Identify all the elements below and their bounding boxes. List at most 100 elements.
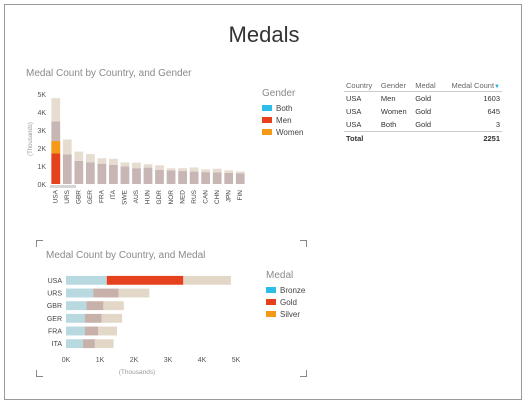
table-cell: Gold: [415, 107, 432, 116]
selection-corner-bottom-right: [300, 370, 307, 377]
table-cell: USA: [346, 120, 362, 129]
bar-gbr-gold: [86, 301, 104, 311]
table-cell: Both: [380, 120, 397, 129]
gender-legend: Gender Both Men Women: [262, 88, 303, 138]
legend-item-women[interactable]: Women: [262, 126, 303, 138]
bar-highlight-usa-women: [51, 141, 61, 154]
bar-urs-bronze: [66, 288, 94, 298]
x-tick-label: SWE: [122, 189, 129, 204]
column-header-medal[interactable]: Medal: [413, 80, 442, 92]
bar-rus-men: [189, 171, 199, 184]
legend-item-silver[interactable]: Silver: [266, 308, 305, 320]
bar-fra-bronze: [66, 326, 85, 336]
legend-item-men[interactable]: Men: [262, 114, 303, 126]
y-tick-label: FRA: [48, 329, 62, 336]
bar-gdr-men: [155, 169, 164, 184]
bar-fra-gold: [84, 326, 99, 336]
bar-usa-silver: [183, 275, 231, 285]
x-tick-label: NOR: [168, 190, 175, 205]
bar-nor-men: [166, 170, 176, 184]
x-tick-label: URS: [64, 189, 71, 203]
bar-rus-women: [189, 167, 199, 172]
bar-ger-men: [85, 162, 95, 184]
x-tick-label: CHN: [214, 190, 221, 204]
bar-fin-women: [235, 171, 245, 174]
table-cell: Women: [380, 107, 407, 116]
x-tick-label: 4K: [198, 357, 207, 364]
men-swatch: [262, 117, 272, 123]
table-row: USA Both Gold 3: [344, 118, 502, 132]
table-row: USA Men Gold 1603: [344, 92, 502, 106]
legend-item-gold[interactable]: Gold: [266, 296, 305, 308]
y-tick-label: 5K: [37, 92, 46, 99]
sort-descending-icon: ▼: [494, 84, 500, 90]
x-tick-label: FRA: [99, 189, 106, 203]
bar-gdr-women: [155, 165, 164, 170]
x-tick-label: ITA: [110, 189, 117, 199]
medal-count-table: Country Gender Medal Medal Count▼ USA Me…: [344, 80, 502, 145]
gender-chart-title: Medal Count by Country, and Gender: [26, 68, 192, 79]
legend-label-men: Men: [276, 115, 292, 125]
gender-legend-title: Gender: [262, 88, 296, 99]
y-tick-label: 0K: [37, 182, 46, 189]
table-cell: Gold: [415, 120, 432, 129]
bar-gbr-bronze: [66, 301, 87, 311]
table-cell: USA: [346, 94, 362, 103]
x-tick-label: GER: [87, 190, 94, 204]
column-header-gender[interactable]: Gender: [378, 80, 414, 92]
bar-urs-men: [62, 154, 72, 184]
women-swatch: [262, 129, 272, 135]
legend-item-both[interactable]: Both: [262, 102, 303, 114]
bar-gbr-men: [74, 160, 84, 184]
bar-fin-men: [235, 173, 245, 184]
table-cell: 1603: [483, 94, 500, 103]
legend-item-bronze[interactable]: Bronze: [266, 284, 305, 296]
y-axis-label: (Thousands): [28, 122, 34, 156]
legend-label-bronze: Bronze: [280, 285, 306, 295]
gender-column-chart[interactable]: 0K 1K 2K 3K 4K 5K (Thousands) USA URS GBR GER FRA IT…: [22, 88, 252, 218]
bar-gbr-women: [74, 151, 84, 161]
table-cell: [378, 131, 414, 145]
selection-corner-top-right: [300, 240, 307, 247]
x-tick-label: GBR: [76, 190, 83, 204]
x-tick-label: HUN: [145, 190, 152, 204]
y-tick-label: GBR: [47, 303, 62, 310]
column-header-medal-count[interactable]: Medal Count▼: [441, 80, 502, 92]
total-label: Total: [344, 131, 379, 145]
bar-urs-silver: [118, 288, 150, 298]
bar-nor-women: [166, 168, 176, 171]
table-cell: Men: [380, 94, 396, 103]
y-tick-label: 3K: [37, 128, 46, 135]
x-tick-label: CAN: [202, 190, 209, 204]
gold-swatch: [266, 299, 276, 305]
bar-hun-women: [143, 164, 153, 168]
bar-aus-women: [132, 162, 141, 169]
x-tick-label: JPN: [225, 190, 232, 203]
legend-label-gold: Gold: [280, 297, 297, 307]
bar-ger-silver: [101, 313, 123, 323]
y-tick-label: URS: [47, 291, 62, 298]
bronze-swatch: [266, 287, 276, 293]
bar-fra-silver: [98, 326, 117, 336]
table-header-row: Country Gender Medal Medal Count▼: [344, 80, 502, 92]
bar-hun-men: [143, 167, 153, 184]
bar-jpn-women: [224, 170, 234, 173]
medal-legend: Medal Bronze Gold Silver: [266, 270, 305, 320]
medal-bar-chart[interactable]: USA URS GBR GER FRA ITA 0K 1K 2K 3K 4K 5K (Thousands…: [42, 268, 267, 378]
column-header-country[interactable]: Country: [344, 80, 379, 92]
bar-aus-men: [132, 168, 141, 184]
bar-usa-women: [51, 98, 61, 122]
table-row: USA Women Gold 645: [344, 105, 502, 118]
bar-ger-women: [85, 154, 95, 163]
y-tick-label: 4K: [37, 110, 46, 117]
x-tick-label: RUS: [191, 189, 198, 203]
bar-ita-silver: [94, 339, 114, 349]
x-tick-label: FIN: [237, 190, 244, 201]
legend-label-silver: Silver: [280, 309, 301, 319]
bar-ita-bronze: [66, 339, 83, 349]
bar-jpn-men: [224, 172, 234, 184]
bar-chn-men: [212, 172, 222, 184]
selection-corner-top-left: [36, 240, 43, 247]
bar-fra-women: [97, 158, 107, 164]
medal-chart-title: Medal Count by Country, and Medal: [46, 250, 206, 261]
